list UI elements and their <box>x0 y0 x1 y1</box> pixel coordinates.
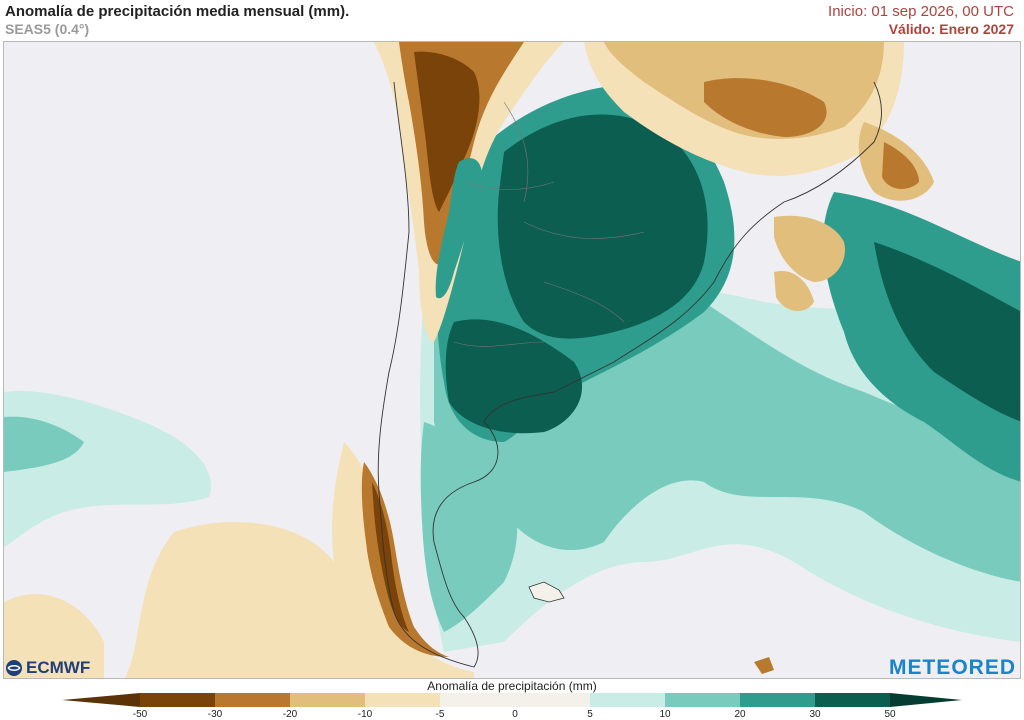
ecmwf-globe-icon <box>6 660 22 676</box>
colorbar-seg-6 <box>590 693 665 707</box>
colorbar-seg-8 <box>740 693 815 707</box>
andes-wet-streaks <box>435 158 483 299</box>
colorbar-tick: -5 <box>435 709 445 720</box>
colorbar-tick: -30 <box>207 709 223 720</box>
colorbar-tick: 30 <box>809 709 821 720</box>
colorbar-seg-9 <box>815 693 890 707</box>
colorbar-tick: 20 <box>734 709 746 720</box>
init-date: Inicio: 01 sep 2026, 00 UTC <box>828 3 1014 20</box>
colorbar-arrow-left <box>62 693 140 707</box>
pacific-dry-south-2 <box>4 594 104 678</box>
map-canvas <box>4 42 1020 678</box>
colorbar-tick: 50 <box>884 709 896 720</box>
colorbar-seg-7 <box>665 693 740 707</box>
plata-wet-core <box>445 319 583 434</box>
anomaly-map <box>3 41 1021 679</box>
falkland-islands <box>528 581 565 603</box>
colorbar-seg-2 <box>290 693 365 707</box>
atlantic-dry-spot-2 <box>774 271 814 312</box>
meteored-logo: METEORED <box>888 656 1016 679</box>
colorbar-seg-1 <box>215 693 290 707</box>
colorbar-arrow-right <box>890 693 962 707</box>
colorbar-title: Anomalía de precipitación (mm) <box>427 679 597 693</box>
ecmwf-text: ECMWF <box>26 658 91 677</box>
colorbar-tick: -20 <box>282 709 298 720</box>
pacific-wet-core <box>4 416 84 472</box>
ecmwf-logo: ECMWF <box>5 658 90 678</box>
pacific-dry-south <box>124 522 371 678</box>
colorbar-seg-4 <box>440 693 515 707</box>
continent-wet-core <box>497 114 708 339</box>
colorbar-tick: 5 <box>587 709 593 720</box>
colorbar-tick: 0 <box>512 709 518 720</box>
south-georgia-dry <box>754 657 774 674</box>
coastline <box>377 81 882 668</box>
colorbar-tick: 10 <box>659 709 671 720</box>
country-borders <box>453 101 645 347</box>
colorbar-seg-3 <box>365 693 440 707</box>
valid-date: Válido: Enero 2027 <box>888 21 1014 37</box>
colorbar-seg-0 <box>140 693 215 707</box>
model-subtitle: SEAS5 (0.4°) <box>5 21 90 37</box>
colorbar-tick: -10 <box>357 709 373 720</box>
colorbar-seg-5 <box>515 693 590 707</box>
atlantic-dry-spot <box>774 215 845 282</box>
atlantic-wet-east-core <box>874 242 1020 422</box>
colorbar-tick: -50 <box>132 709 148 720</box>
patagonia-dry-mid <box>361 462 449 657</box>
brazil-east-dry-core <box>882 142 919 189</box>
brazil-dry-mid <box>704 78 827 137</box>
andes-dry-strong <box>414 51 480 212</box>
map-title: Anomalía de precipitación media mensual … <box>5 3 350 20</box>
colorbar <box>62 693 962 707</box>
